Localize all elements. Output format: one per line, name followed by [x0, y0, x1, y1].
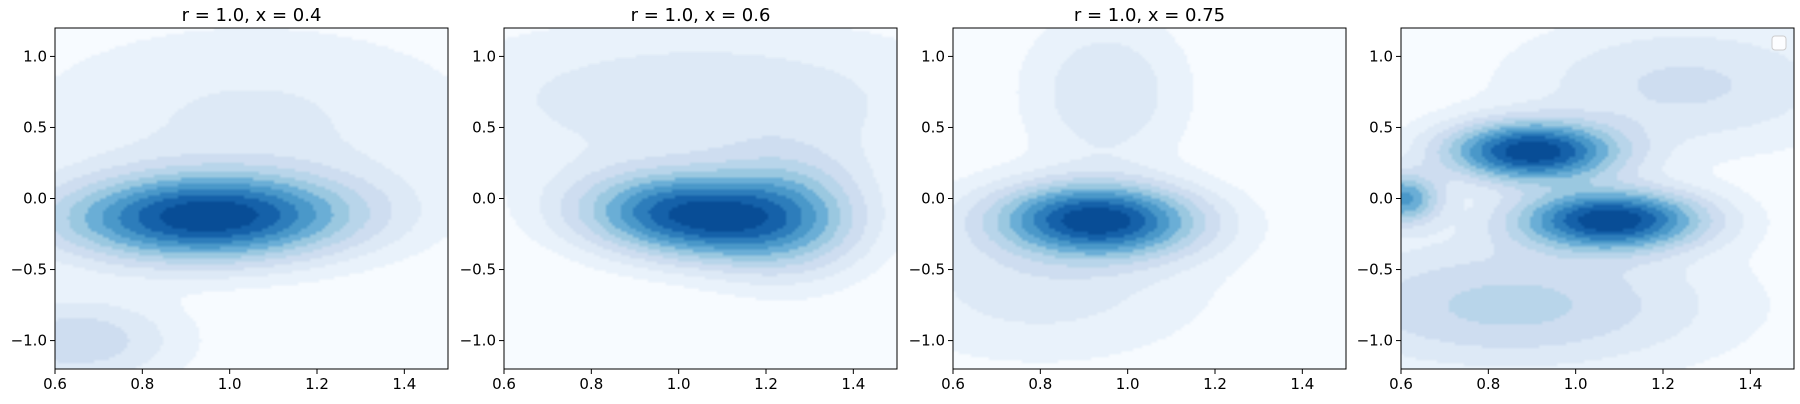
subplot-title: r = 1.0, x = 0.4	[182, 5, 322, 26]
y-tick-label: −0.5	[1357, 261, 1393, 279]
x-tick-label: 0.6	[492, 375, 516, 393]
y-tick-label: 1.0	[921, 47, 945, 65]
y-tick-label: 0.0	[472, 190, 496, 208]
y-tick-label: 1.0	[23, 47, 47, 65]
y-tick-label: −0.5	[460, 261, 496, 279]
subplot-title: r = 1.0, x = 0.75	[1074, 5, 1225, 26]
x-tick-label: 1.2	[1651, 375, 1675, 393]
x-tick-label: 0.8	[1028, 375, 1052, 393]
x-tick-label: 0.8	[579, 375, 603, 393]
y-tick-label: 0.0	[921, 190, 945, 208]
y-tick-label: −1.0	[1357, 332, 1393, 350]
x-tick-label: 0.8	[1476, 375, 1500, 393]
legend-box	[1771, 35, 1787, 51]
x-tick-label: 1.4	[392, 375, 416, 393]
x-tick-label: 1.4	[841, 375, 865, 393]
density-contour	[55, 28, 448, 369]
x-tick-label: 1.0	[218, 375, 242, 393]
subplot-2: 0.6 0.8 1.0 1.2 1.4 −1.0 −0.5 0.0 0.5 1.0 r = 1.0,…	[460, 5, 898, 393]
subplot-title: r = 1.0, x = 0.6	[631, 5, 771, 26]
x-tick-label: 1.4	[1738, 375, 1762, 393]
x-tick-label: 1.0	[1116, 375, 1140, 393]
density-contour	[953, 28, 1346, 369]
x-tick-label: 1.0	[1564, 375, 1588, 393]
density-contour	[504, 28, 897, 369]
x-tick-label: 0.8	[130, 375, 154, 393]
subplot-1: 0.6 0.8 1.0 1.2 1.4 −1.0 −0.5 0.0 0.5 1.0 r = 1.0,…	[11, 5, 449, 393]
y-tick-label: −0.5	[909, 261, 945, 279]
x-tick-label: 1.2	[1203, 375, 1227, 393]
y-tick-label: 0.5	[921, 118, 945, 136]
subplot-4: 0.6 0.8 1.0 1.2 1.4 −1.0 −0.5 0.0 0.5 1.0	[1357, 27, 1795, 393]
y-tick-label: 0.5	[1369, 118, 1393, 136]
x-tick-label: 1.0	[667, 375, 691, 393]
x-tick-label: 1.4	[1290, 375, 1314, 393]
y-tick-label: −1.0	[909, 332, 945, 350]
y-tick-label: −1.0	[460, 332, 496, 350]
y-tick-label: 0.0	[23, 190, 47, 208]
y-tick-label: 0.5	[472, 118, 496, 136]
x-tick-label: 0.6	[43, 375, 67, 393]
x-tick-label: 0.6	[1389, 375, 1413, 393]
subplot-3: 0.6 0.8 1.0 1.2 1.4 −1.0 −0.5 0.0 0.5 1.0 r = 1.0,…	[909, 5, 1347, 393]
y-tick-label: 1.0	[472, 47, 496, 65]
y-tick-label: 1.0	[1369, 47, 1393, 65]
y-tick-label: −0.5	[11, 261, 47, 279]
y-tick-label: 0.5	[23, 118, 47, 136]
y-tick-label: 0.0	[1369, 190, 1393, 208]
x-tick-label: 1.2	[754, 375, 778, 393]
x-tick-label: 0.6	[941, 375, 965, 393]
density-contour	[1401, 28, 1794, 369]
x-tick-label: 1.2	[305, 375, 329, 393]
y-tick-label: −1.0	[11, 332, 47, 350]
